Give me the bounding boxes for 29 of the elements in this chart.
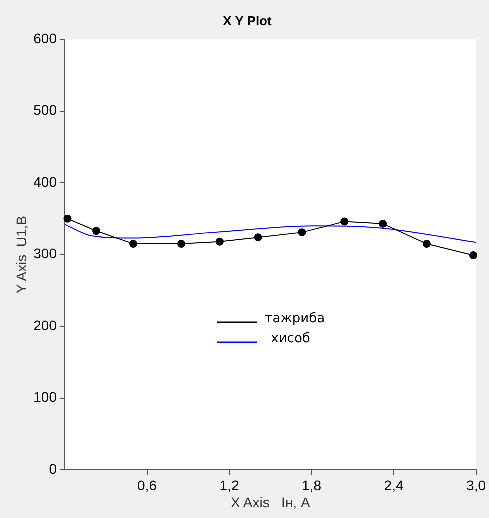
y-tick-label: 0 <box>49 460 58 477</box>
x-tick-label: 3,0 <box>466 477 486 494</box>
point <box>470 252 478 260</box>
point <box>340 218 349 226</box>
y-tick-label: 400 <box>34 174 58 190</box>
point <box>130 240 138 248</box>
line-series <box>64 224 477 244</box>
point <box>64 214 72 223</box>
point <box>178 240 186 248</box>
legend-label: тажриба <box>265 312 326 327</box>
point <box>216 238 224 246</box>
point <box>298 228 306 237</box>
y-tick-label: 600 <box>34 30 58 46</box>
x-tick-label: 2,4 <box>384 477 404 494</box>
point <box>422 240 431 248</box>
x-tick-label: 1,8 <box>302 477 322 494</box>
point <box>92 227 101 236</box>
y-axis-title: Y Axis U1,B <box>13 216 30 294</box>
x-axis-title: X Axis Iн, A <box>230 494 311 510</box>
y-tick-label: 500 <box>34 102 58 118</box>
point <box>254 234 262 242</box>
y-tick-label: 200 <box>34 317 58 334</box>
y-tick-label: 100 <box>34 389 58 406</box>
legend-label: хисоб <box>271 332 310 347</box>
x-tick-label: 1,2 <box>220 477 240 494</box>
chart-title: X Y Plot <box>223 13 272 28</box>
y-tick-label: 300 <box>34 246 58 262</box>
point <box>379 220 388 228</box>
x-tick-label: 0,6 <box>138 477 158 494</box>
